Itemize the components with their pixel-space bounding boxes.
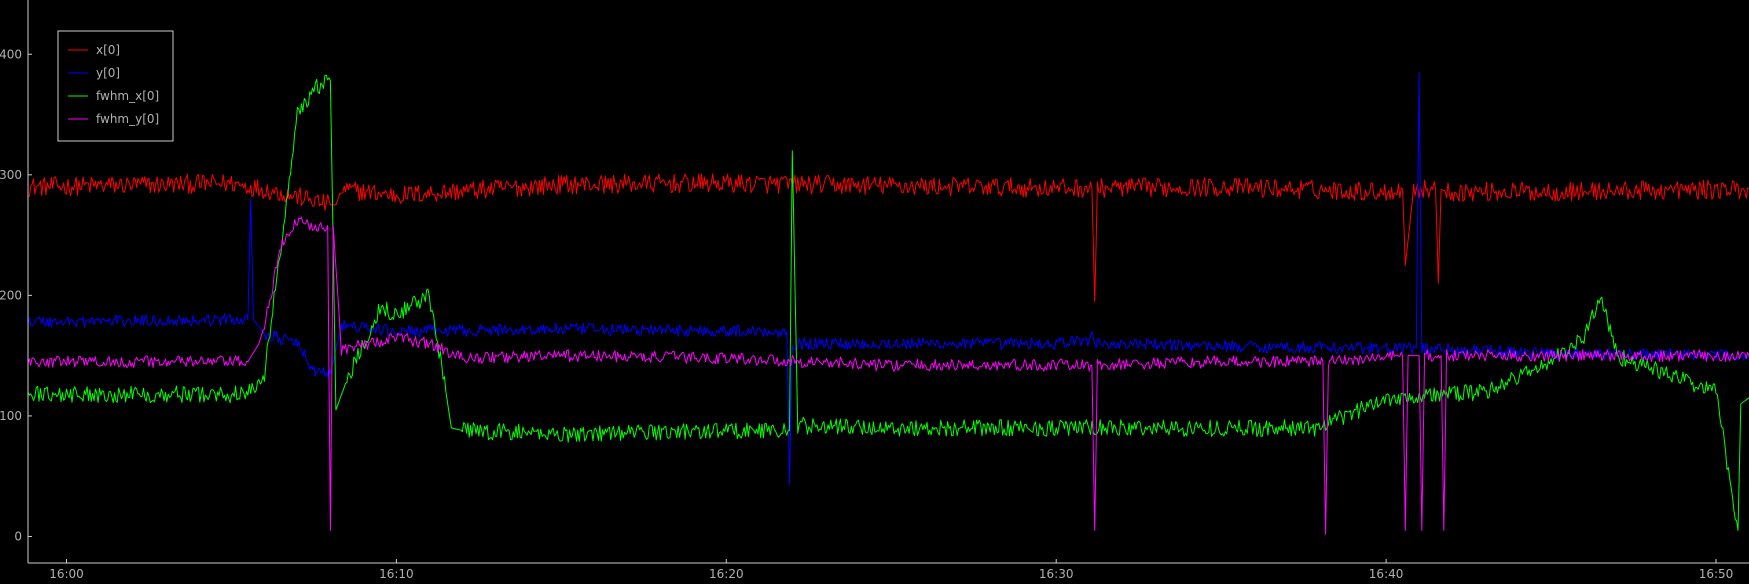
axes-layer: [27, 0, 1749, 564]
legend-label: y[0]: [96, 66, 120, 80]
series-line-x-0: [27, 173, 1749, 302]
x-tick-label: 16:10: [379, 567, 414, 581]
legend: x[0] y[0] fwhm_x[0] fwhm_y[0]: [57, 30, 174, 142]
legend-box: [57, 30, 174, 142]
legend-label: fwhm_x[0]: [96, 89, 159, 103]
legend-label: x[0]: [96, 43, 120, 57]
x-tick-label: 16:50: [1699, 567, 1734, 581]
y-tick-label: 200: [0, 288, 22, 302]
y-tick-label: 400: [0, 47, 22, 61]
y-tick-label: 300: [0, 168, 22, 182]
legend-label: fwhm_y[0]: [96, 112, 159, 126]
x-tick-label: 16:20: [709, 567, 744, 581]
y-tick-label: 100: [0, 409, 22, 423]
x-tick-label: 16:30: [1039, 567, 1074, 581]
x-tick-label: 16:40: [1369, 567, 1404, 581]
x-tick-label: 16:00: [49, 567, 84, 581]
series-layer: [27, 71, 1749, 535]
series-line-fwhm-x-0: [27, 74, 1749, 531]
series-line-y-0: [27, 71, 1749, 486]
legend-items: x[0] y[0] fwhm_x[0] fwhm_y[0]: [68, 43, 159, 126]
series-line-fwhm-y-0: [27, 216, 1749, 535]
ticks-layer: 16:00 16:10 16:20 16:30 16:40 16:50 0 100 200 300…: [0, 47, 1733, 581]
y-tick-label: 0: [14, 529, 22, 543]
